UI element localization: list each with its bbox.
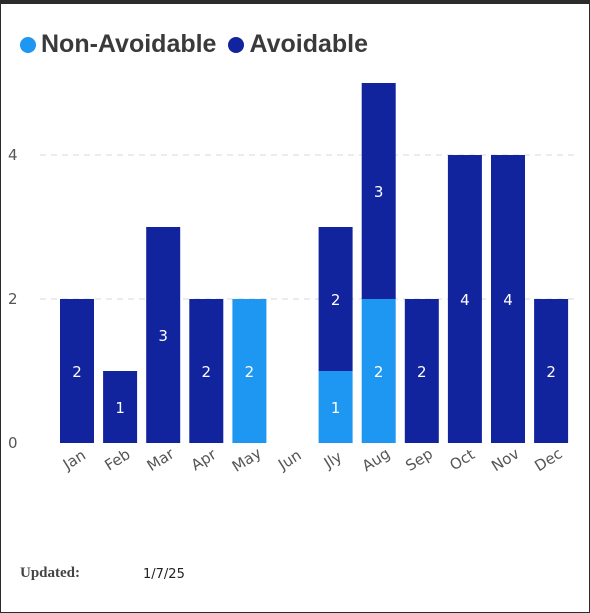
bar-mar-avoidable <box>146 227 181 443</box>
updated-label: Updated: <box>20 565 81 581</box>
legend-item-avoidable[interactable]: Avoidable <box>228 30 368 59</box>
x-tick-label-oct: Oct <box>446 445 478 474</box>
x-tick-label-feb: Feb <box>101 445 133 474</box>
legend-label-non-avoidable: Non-Avoidable <box>41 30 217 58</box>
x-tick-label-nov: Nov <box>488 444 522 475</box>
data-label-jan-avoidable: 2 <box>72 363 82 381</box>
legend-swatch-non-avoidable <box>20 36 36 53</box>
data-label-sep-avoidable: 2 <box>417 363 427 381</box>
data-label-jly-avoidable: 2 <box>331 291 341 309</box>
bar-jan-avoidable <box>60 299 94 443</box>
data-label-dec-avoidable: 2 <box>546 363 556 381</box>
data-label-nov-avoidable: 4 <box>503 291 513 309</box>
legend-item-non-avoidable[interactable]: Non-Avoidable <box>20 30 216 59</box>
y-tick-label-0: 0 <box>8 434 18 452</box>
data-label-jly-non-avoidable: 1 <box>331 399 341 417</box>
x-tick-label-may: May <box>229 444 265 476</box>
data-label-may-non-avoidable: 2 <box>245 363 255 381</box>
bar-aug-non-avoidable <box>361 299 396 443</box>
bar-sep-avoidable <box>404 299 439 443</box>
x-tick-label-mar: Mar <box>144 444 178 475</box>
x-tick-label-sep: Sep <box>402 445 436 475</box>
x-tick-label-aug: Aug <box>359 444 393 475</box>
data-label-feb-avoidable: 1 <box>115 399 125 417</box>
data-label-apr-avoidable: 2 <box>202 363 212 381</box>
legend-label-avoidable: Avoidable <box>249 30 369 58</box>
updated-date: 1/7/25 <box>143 567 185 582</box>
y-tick-label-2: 2 <box>8 290 18 308</box>
stacked-bar-chart: 0 2 4 2 Jan 1 Feb 3 Mar 2 Apr 2 May Jun 1 2 Jly 2 3 Aug 2 Sep… <box>8 83 575 476</box>
x-tick-label-jly: Jly <box>320 447 345 472</box>
data-label-oct-avoidable: 4 <box>460 291 470 309</box>
top-border <box>0 0 590 4</box>
bar-aug-avoidable <box>361 83 396 299</box>
legend-swatch-avoidable <box>228 36 245 53</box>
bar-jly-avoidable <box>318 227 353 371</box>
bar-dec-avoidable <box>534 299 569 443</box>
x-tick-label-jan: Jan <box>59 446 89 474</box>
bar-jly-non-avoidable <box>318 371 353 443</box>
x-tick-label-apr: Apr <box>188 445 220 474</box>
bar-may-non-avoidable <box>232 299 267 443</box>
x-tick-label-jun: Jun <box>274 446 304 474</box>
data-label-aug-avoidable: 3 <box>374 183 384 201</box>
bar-oct-avoidable <box>447 155 482 443</box>
data-label-mar-avoidable: 3 <box>158 327 168 345</box>
bar-nov-avoidable <box>491 155 525 443</box>
y-tick-label-4: 4 <box>8 146 18 164</box>
data-label-aug-non-avoidable: 2 <box>374 363 384 381</box>
x-tick-label-dec: Dec <box>531 444 565 475</box>
bar-apr-avoidable <box>189 299 224 443</box>
legend: Non-Avoidable Avoidable <box>20 30 380 59</box>
bar-feb-avoidable <box>103 371 138 443</box>
